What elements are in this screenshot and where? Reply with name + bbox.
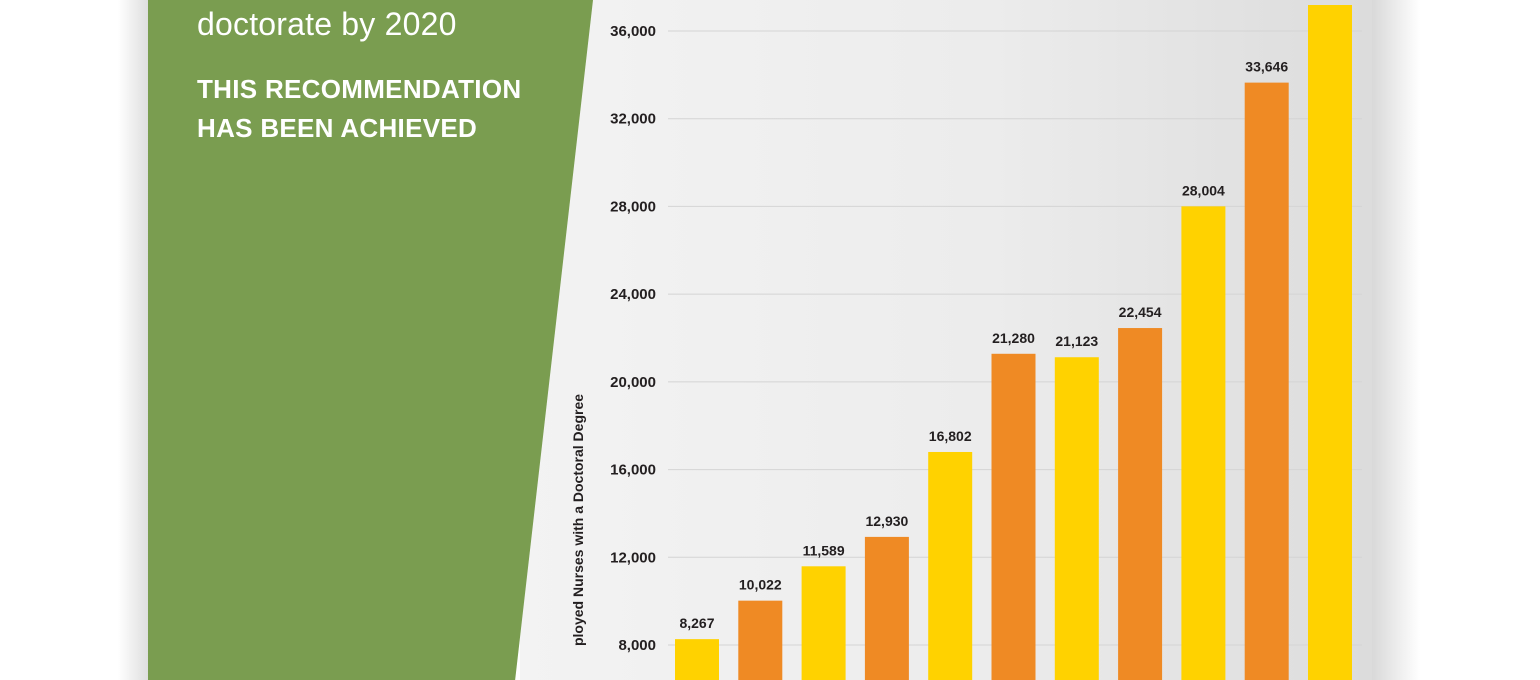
y-axis-label: ployed Nurses with a Doctoral Degree (570, 393, 586, 647)
bar (928, 451, 973, 680)
bar (738, 600, 783, 680)
bar-value-label: 12,930 (865, 513, 908, 529)
y-tick-label: 20,000 (610, 374, 656, 391)
bar-value-label: 28,004 (1182, 182, 1225, 198)
bar-value-label: 10,022 (739, 577, 782, 593)
achievement-status: THIS RECOMMENDATION HAS BEEN ACHIEVED (197, 74, 522, 143)
y-tick-label: 12,000 (610, 549, 656, 566)
bar-value-label: 8,267 (679, 615, 714, 631)
bar (675, 639, 719, 680)
bar (1181, 206, 1226, 680)
bar (801, 566, 846, 680)
bar (864, 536, 909, 680)
y-tick-label: 28,000 (610, 198, 656, 215)
y-tick-label: 36,000 (610, 23, 656, 40)
bar (1308, 5, 1352, 680)
y-tick-label: 32,000 (610, 111, 656, 128)
y-tick-label: 24,000 (610, 286, 656, 303)
bar-value-label: 33,646 (1245, 59, 1288, 75)
y-tick-label: 8,000 (618, 637, 656, 654)
bar (1054, 357, 1099, 680)
card-shadow-left (118, 0, 148, 680)
bar-value-label: 11,589 (803, 542, 845, 558)
bar-value-label: 22,454 (1119, 304, 1162, 320)
y-tick-label: 16,000 (610, 462, 656, 479)
recommendation-headline: doctorate by 2020 (197, 6, 457, 42)
bar (1244, 82, 1289, 680)
recommendation-panel (148, 0, 593, 680)
bar-value-label: 21,123 (1055, 333, 1098, 349)
bar (991, 353, 1036, 680)
bar (1118, 328, 1163, 680)
card-shadow-right (1372, 0, 1420, 680)
bar-value-label: 21,280 (992, 330, 1035, 346)
bar-value-label: 16,802 (929, 428, 972, 444)
